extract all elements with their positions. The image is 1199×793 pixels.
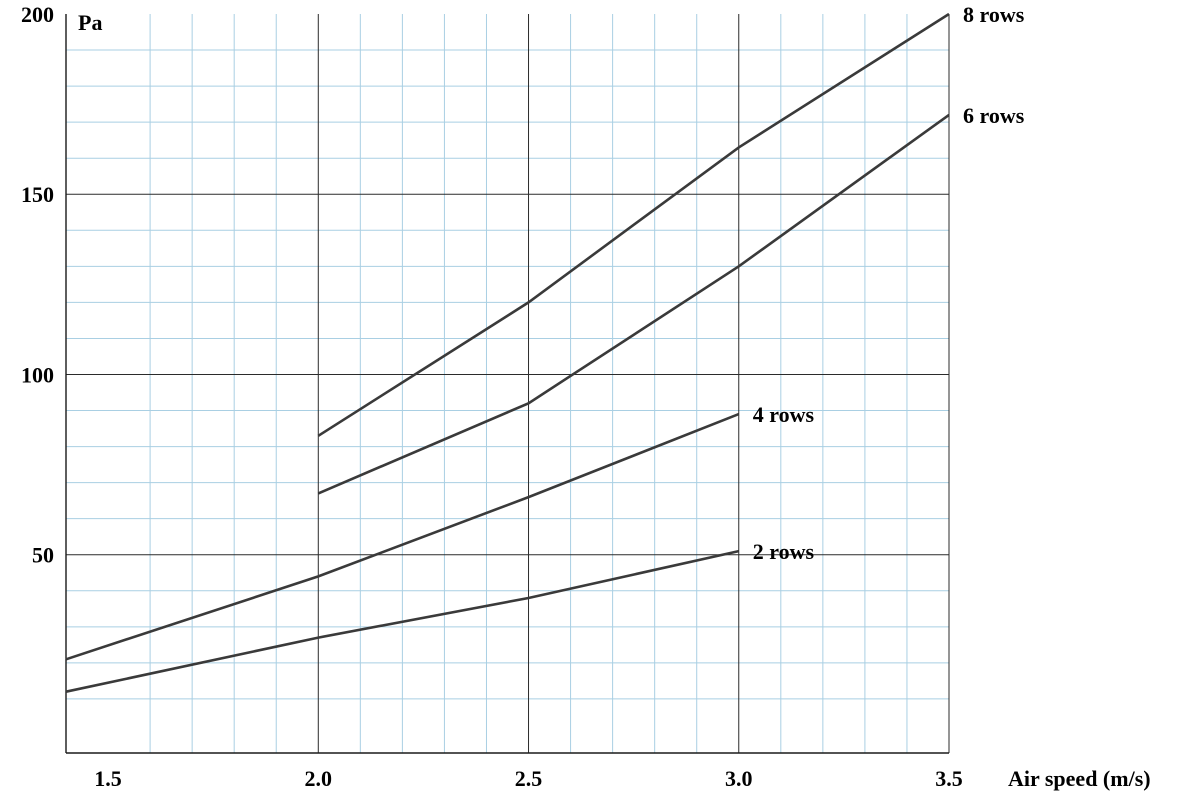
y-tick-label: 50 bbox=[32, 543, 54, 568]
series-lines bbox=[65, 12, 950, 693]
series-line-4-rows bbox=[65, 412, 740, 661]
x-tick-label: 1.5 bbox=[94, 766, 122, 791]
x-axis-label: Air speed (m/s) bbox=[1008, 766, 1151, 791]
y-tick-label: 100 bbox=[21, 362, 54, 387]
x-tick-label: 3.0 bbox=[725, 766, 753, 791]
y-axis-label: Pa bbox=[78, 10, 102, 35]
series-label-4-rows: 4 rows bbox=[753, 402, 815, 427]
x-tick-label: 2.0 bbox=[305, 766, 333, 791]
y-tick-label: 200 bbox=[21, 2, 54, 27]
series-label-6-rows: 6 rows bbox=[963, 103, 1025, 128]
series-line-8-rows bbox=[317, 12, 950, 437]
y-tick-label: 150 bbox=[21, 182, 54, 207]
minor-grid bbox=[66, 14, 949, 753]
x-tick-label: 3.5 bbox=[935, 766, 963, 791]
x-tick-label: 2.5 bbox=[515, 766, 543, 791]
series-line-6-rows bbox=[317, 113, 950, 495]
series-line-2-rows bbox=[65, 549, 740, 693]
series-label-2-rows: 2 rows bbox=[753, 539, 815, 564]
tick-labels: 1.5 2.0 2.5 3.0 3.5 50 100 150 200 bbox=[21, 2, 963, 791]
series-labels: 8 rows 6 rows 4 rows 2 rows bbox=[753, 2, 1025, 564]
series-label-8-rows: 8 rows bbox=[963, 2, 1025, 27]
major-grid bbox=[66, 14, 950, 753]
axes bbox=[65, 14, 949, 754]
